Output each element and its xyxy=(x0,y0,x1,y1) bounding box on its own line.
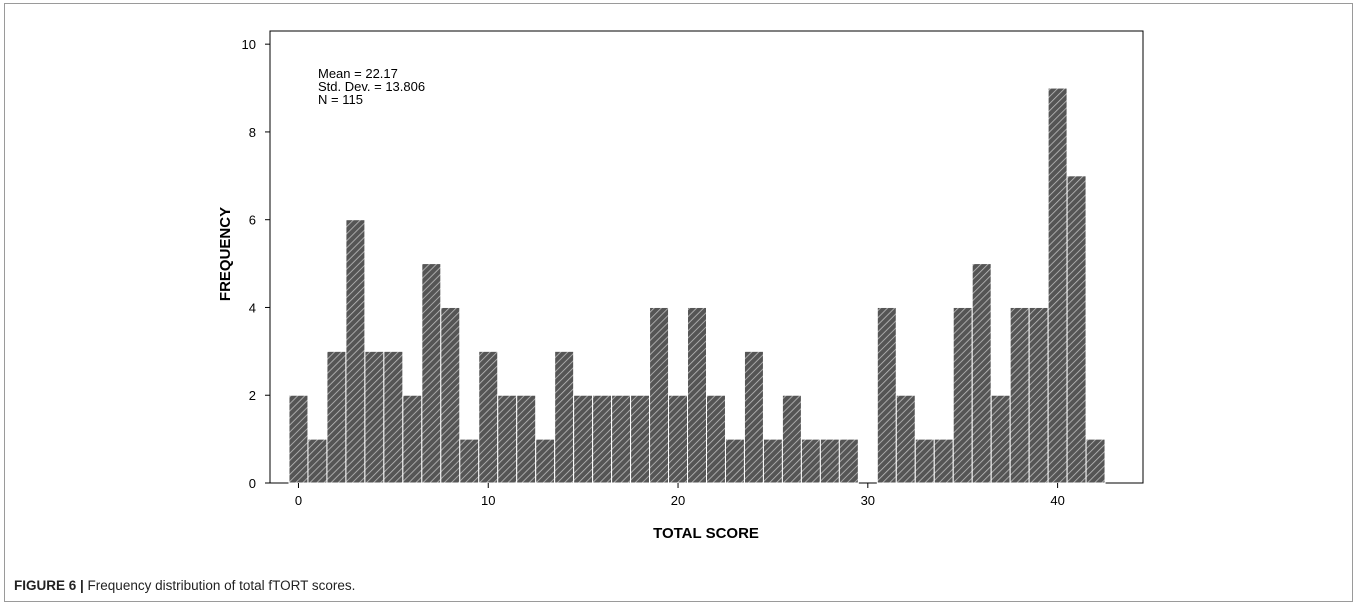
x-tick-label: 20 xyxy=(671,493,685,508)
histogram-bar xyxy=(516,394,537,484)
histogram-bar xyxy=(990,394,1011,484)
y-axis-label: FREQUENCY xyxy=(217,207,234,301)
histogram-bar xyxy=(592,394,613,484)
bars-group xyxy=(288,87,1106,484)
y-tick-label: 4 xyxy=(249,300,256,315)
histogram-bar xyxy=(573,394,594,484)
histogram-bar xyxy=(649,306,670,484)
histogram-bar xyxy=(914,438,935,484)
histogram-bar xyxy=(345,219,366,484)
histogram-bar xyxy=(952,306,973,484)
histogram-bar xyxy=(364,350,385,484)
histogram-bar xyxy=(459,438,480,484)
histogram-bar xyxy=(743,350,764,484)
stats-annotation: Mean = 22.17 Std. Dev. = 13.806 N = 115 xyxy=(318,66,425,107)
y-tick-label: 6 xyxy=(249,213,256,228)
histogram-bar xyxy=(800,438,821,484)
stats-line: Std. Dev. = 13.806 xyxy=(318,79,425,94)
histogram-bar xyxy=(307,438,328,484)
histogram-bar xyxy=(402,394,423,484)
histogram-bar xyxy=(421,263,442,484)
histogram-bar xyxy=(781,394,802,484)
y-tick-label: 0 xyxy=(249,476,256,491)
histogram-bar xyxy=(1009,306,1030,484)
caption-label: FIGURE 6 | xyxy=(14,578,84,593)
histogram-bar xyxy=(630,394,651,484)
histogram-bar xyxy=(288,394,309,484)
histogram-bar xyxy=(497,394,518,484)
histogram-bar xyxy=(971,263,992,484)
histogram-bar xyxy=(1047,87,1068,484)
histogram-bar xyxy=(478,350,499,484)
figure-caption: FIGURE 6 | Frequency distribution of tot… xyxy=(14,578,355,593)
histogram-bar xyxy=(611,394,632,484)
histogram-bar xyxy=(687,306,707,484)
histogram-bar xyxy=(706,394,726,484)
x-axis-label: TOTAL SCORE xyxy=(653,525,759,542)
histogram-bar xyxy=(1028,306,1049,484)
histogram-bar xyxy=(762,438,783,484)
x-tick-label: 0 xyxy=(295,493,302,508)
histogram-bar xyxy=(668,394,689,484)
histogram-bar xyxy=(383,350,404,484)
histogram-bar xyxy=(535,438,556,484)
caption-text: Frequency distribution of total fTORT sc… xyxy=(83,578,356,593)
stats-line: Mean = 22.17 xyxy=(318,66,398,81)
histogram-bar xyxy=(1085,438,1106,484)
histogram-bar xyxy=(895,394,916,484)
histogram-bar xyxy=(819,438,840,484)
figure-frame xyxy=(4,3,1353,602)
x-tick-label: 40 xyxy=(1050,493,1064,508)
histogram-bar xyxy=(838,438,859,484)
histogram-bar xyxy=(1066,175,1087,484)
histogram-bar xyxy=(326,350,347,484)
histogram-bar xyxy=(933,438,954,484)
y-axis: 0 2 4 6 8 10 xyxy=(242,37,270,491)
histogram-bar xyxy=(554,350,575,484)
histogram-bar xyxy=(440,306,461,484)
x-axis: 0 10 20 30 40 xyxy=(295,483,1065,508)
x-tick-label: 10 xyxy=(481,493,495,508)
y-tick-label: 2 xyxy=(249,388,256,403)
histogram-bar xyxy=(724,438,745,484)
y-tick-label: 10 xyxy=(242,37,256,52)
x-tick-label: 30 xyxy=(861,493,875,508)
stats-line: N = 115 xyxy=(318,92,363,107)
y-tick-label: 8 xyxy=(249,125,256,140)
histogram-chart: 0 10 20 30 40 0 2 4 6 8 10 Mean = 22.17 Std. Dev. … xyxy=(217,30,1144,542)
histogram-bar xyxy=(876,306,897,484)
